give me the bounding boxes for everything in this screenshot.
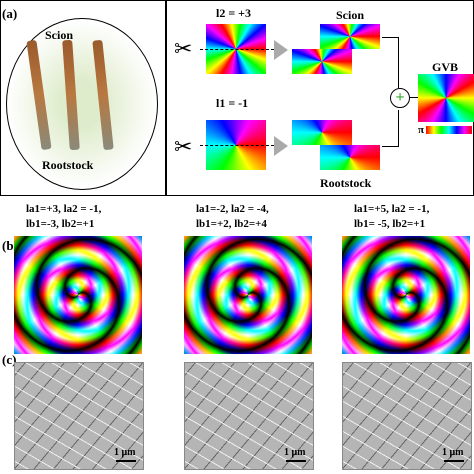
divider — [165, 0, 167, 196]
phase-image — [418, 74, 474, 122]
combine-icon: + — [390, 88, 410, 108]
scale-bar — [286, 460, 306, 462]
scale-label: 1 μm — [114, 447, 136, 458]
scale-label: 1 μm — [284, 447, 306, 458]
phase-image — [320, 145, 380, 170]
scale-bar — [116, 460, 136, 462]
output-label: Rootstock — [320, 176, 372, 190]
phase-image — [292, 49, 352, 74]
case-label: la1=-2, la2 = -4, — [196, 203, 269, 215]
arrow — [274, 40, 288, 60]
case-label: la1=+5, la2 = -1, — [354, 203, 430, 215]
arrow — [274, 136, 288, 156]
circle-label: Rootstock — [42, 158, 94, 172]
colorbar-label: π — [418, 124, 425, 136]
connector — [382, 110, 399, 147]
sem-image — [342, 362, 472, 470]
case-label: lb1=-3, lb2=+1 — [26, 218, 95, 230]
phase-pattern — [342, 236, 470, 354]
scissors-icon: ✂ — [174, 36, 193, 61]
output-label: Scion — [336, 8, 365, 22]
cut-line — [200, 145, 274, 146]
phase-image — [292, 120, 352, 145]
cut-line — [200, 49, 274, 50]
sem-image — [184, 362, 314, 470]
grafting-circle — [6, 18, 158, 190]
panel-label: (b) — [2, 238, 18, 253]
case-label: la1=+3, la2 = -1, — [26, 203, 102, 215]
case-label: lb1= -5, lb2=+1 — [354, 218, 426, 230]
scale-bar — [444, 460, 464, 462]
connector — [382, 37, 399, 88]
charge-label: l2 = +3 — [216, 6, 252, 20]
circle-label: Scion — [45, 28, 74, 42]
phase-image — [320, 24, 380, 49]
connector — [410, 97, 418, 98]
scissors-icon: ✂ — [174, 134, 193, 159]
result-label: GVB — [432, 60, 459, 74]
case-label: lb1=+2, lb2=+4 — [196, 218, 267, 230]
panel-label: (a) — [2, 6, 18, 21]
panel-label: (c) — [2, 352, 17, 367]
sem-image — [14, 362, 144, 470]
phase-pattern — [184, 236, 312, 354]
colorbar — [426, 126, 472, 134]
charge-label: l1 = -1 — [216, 96, 249, 110]
scale-label: 1 μm — [442, 447, 464, 458]
phase-pattern — [14, 236, 142, 354]
